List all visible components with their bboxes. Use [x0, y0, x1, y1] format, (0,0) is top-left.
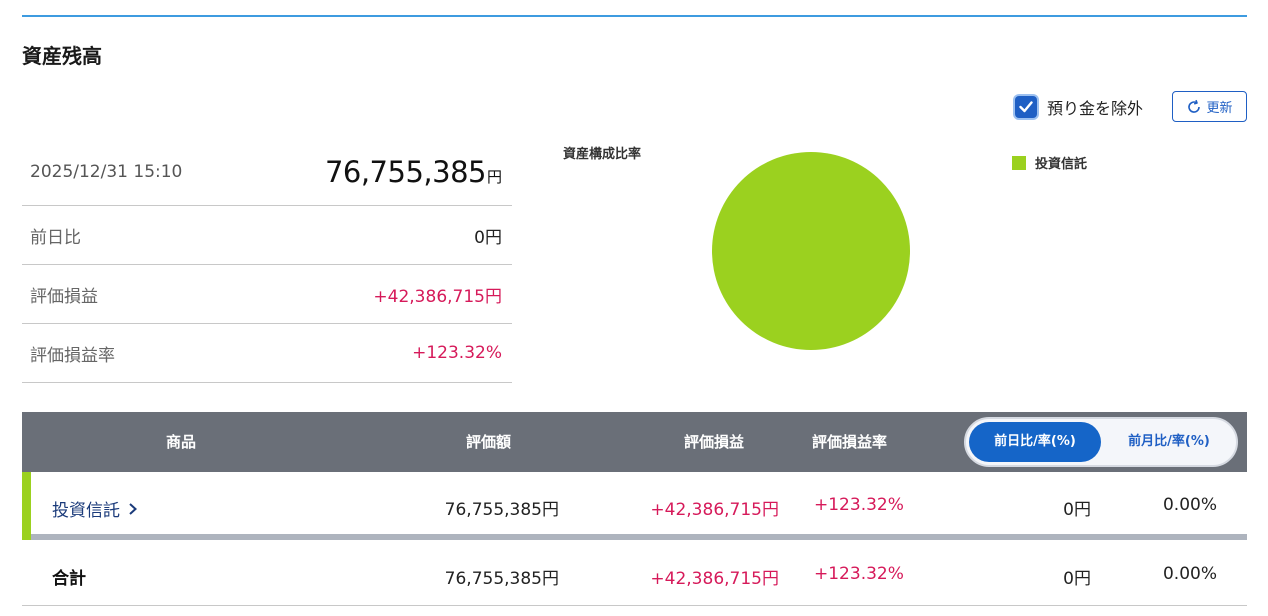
chart-title: 資産構成比率: [563, 147, 642, 162]
summary-label: 評価損益: [30, 286, 98, 307]
header-pl: 評価損益: [684, 433, 745, 451]
row-change-rate: 0.00%: [1162, 495, 1217, 515]
total-change: 0円: [1063, 569, 1091, 589]
chevron-right-icon: [129, 502, 137, 515]
exclude-deposit-checkbox[interactable]: [1015, 96, 1037, 118]
summary-value: 0円: [474, 227, 502, 248]
holdings-table-header: 商品 評価額 評価損益 評価損益率 前日比/率(%) 前月比/率(%): [22, 412, 1247, 472]
summary-row-pl-rate: 評価損益率 +123.32%: [22, 324, 512, 383]
header-valuation: 評価額: [466, 433, 512, 451]
row-color-bar: [22, 472, 31, 540]
summary-datetime: 2025/12/31 15:10: [30, 161, 183, 182]
toggle-daily-change[interactable]: 前日比/率(%): [969, 422, 1101, 462]
summary-total-unit: 円: [486, 167, 502, 186]
summary-value: +42,386,715円: [373, 286, 502, 307]
row-pl-rate: +123.32%: [814, 495, 904, 515]
top-divider: [22, 15, 1247, 17]
chart-legend: 投資信託: [1012, 153, 1087, 172]
change-period-toggle: 前日比/率(%) 前月比/率(%): [964, 417, 1238, 467]
summary-label: 前日比: [30, 227, 81, 248]
total-change-rate: 0.00%: [1162, 564, 1217, 584]
product-name[interactable]: 投資信託: [52, 501, 120, 521]
refresh-label: 更新: [1206, 100, 1233, 115]
toggle-monthly-change[interactable]: 前月比/率(%): [1128, 434, 1210, 449]
summary-label: 評価損益率: [30, 345, 115, 366]
header-pl-rate: 評価損益率: [812, 433, 888, 451]
total-valuation: 76,755,385円: [444, 569, 559, 589]
header-product: 商品: [166, 433, 197, 451]
total-label: 合計: [52, 569, 86, 589]
row-change: 0円: [1063, 500, 1091, 520]
exclude-deposit-label[interactable]: 預り金を除外: [1047, 99, 1144, 118]
summary-row-pl: 評価損益 +42,386,715円: [22, 265, 512, 324]
summary-total-value: 76,755,385: [324, 154, 487, 189]
checkmark-icon: [1019, 101, 1033, 113]
summary-value: +123.32%: [412, 343, 502, 363]
summary-row-daily-change: 前日比 0円: [22, 206, 512, 265]
summary-total: 76,755,385 円: [325, 155, 502, 189]
total-pl: +42,386,715円: [650, 569, 779, 589]
total-pl-rate: +123.32%: [814, 564, 904, 584]
legend-label-fund: 投資信託: [1035, 157, 1088, 172]
table-row: 投資信託 76,755,385円 +42,386,715円 +123.32% 0…: [22, 472, 1247, 540]
legend-swatch-fund: [1012, 155, 1026, 170]
summary-table: 2025/12/31 15:10 76,755,385 円 前日比 0円 評価損益…: [22, 138, 512, 383]
refresh-icon: [1188, 99, 1201, 113]
row-pl: +42,386,715円: [650, 500, 779, 520]
summary-total-row: 2025/12/31 15:10 76,755,385 円: [22, 138, 512, 206]
refresh-button[interactable]: 更新: [1172, 91, 1247, 122]
asset-pie-chart: [712, 152, 910, 350]
table-total-row: 合計 76,755,385円 +42,386,715円 +123.32% 0円 …: [22, 546, 1247, 606]
pie-slice-0: [712, 152, 910, 350]
row-valuation: 76,755,385円: [444, 500, 559, 520]
page-title: 資産残高: [22, 44, 102, 68]
product-link-fund[interactable]: 投資信託: [52, 496, 138, 521]
exclude-deposit-toggle[interactable]: 預り金を除外: [1015, 95, 1143, 119]
